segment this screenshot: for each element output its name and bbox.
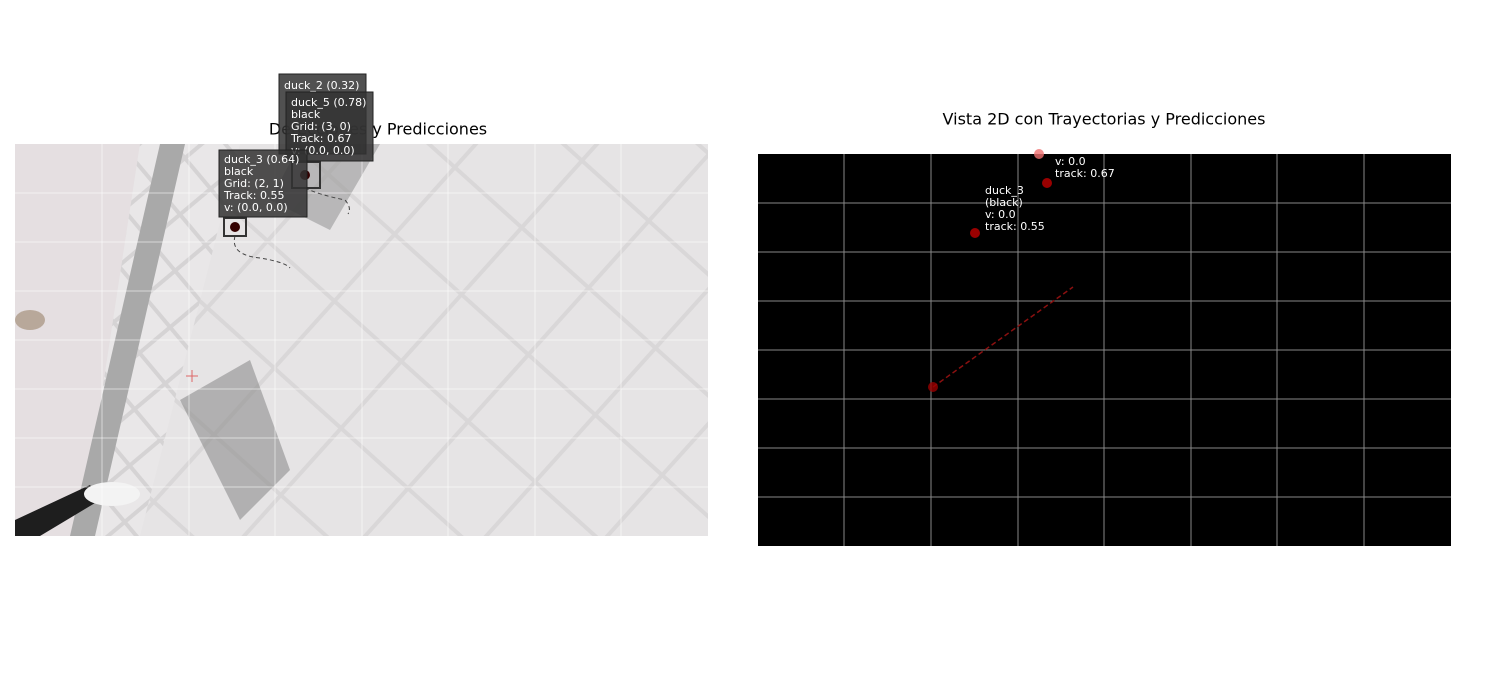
- detection-point: [230, 222, 240, 232]
- map-grid: [758, 154, 1451, 546]
- annotation-text: Track: 0.67: [290, 132, 351, 145]
- annotation-text: track: 0.67: [1055, 167, 1115, 180]
- annotation-text: black: [291, 108, 321, 121]
- annotation-box: [218, 149, 308, 218]
- panel-title: Vista 2D con Trayectorias y Predicciones: [943, 110, 1266, 129]
- detection-box: [223, 217, 247, 237]
- track-point: [1042, 178, 1052, 188]
- annotation-text: Grid: (3, 0): [291, 120, 351, 133]
- annotation-text: duck_5 (0.78): [291, 96, 366, 109]
- annotation-text: duck_3: [985, 184, 1024, 197]
- image-grid: [15, 144, 708, 536]
- prediction-marker: [186, 370, 198, 382]
- annotation-text: Grid: (2, 1): [224, 177, 284, 190]
- annotation-text: v: 0.0: [985, 208, 1016, 221]
- track-point: [970, 228, 980, 238]
- annotation-text: duck_2 (0.32): [284, 79, 359, 92]
- prediction-line: [932, 286, 1074, 388]
- track-point: [928, 382, 938, 392]
- annotation-text: v: 0.0: [1055, 155, 1086, 168]
- annotation-text: (black): [985, 196, 1023, 209]
- annotation-text: black: [224, 165, 254, 178]
- annotation-text: track: 0.55: [985, 220, 1045, 233]
- annotation-text: duck_3 (0.64): [224, 153, 299, 166]
- trajectory: [233, 187, 350, 269]
- track-point: [1034, 149, 1044, 159]
- annotation-text: v: (0.0, 0.0): [224, 201, 288, 214]
- annotation: duck_3 (0.64) black Grid: (2, 1) Track: …: [218, 149, 308, 218]
- annotation-text: Track: 0.55: [223, 189, 284, 202]
